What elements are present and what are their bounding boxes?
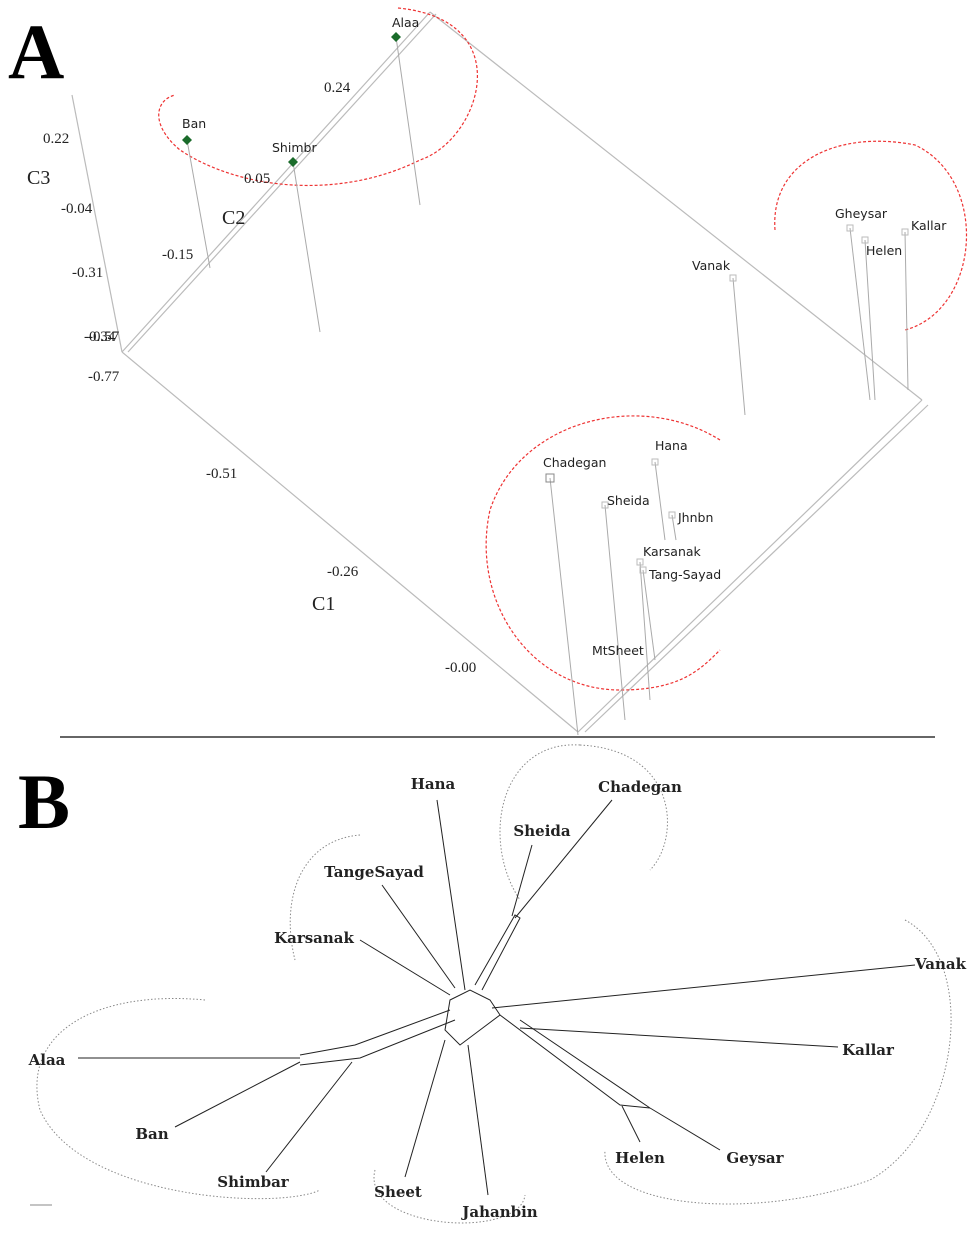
network-edge: [519, 1027, 839, 1048]
tick-label: 0.24: [324, 80, 351, 96]
network-edge: [511, 844, 533, 917]
point-marker: [391, 32, 401, 42]
drop-line: [671, 514, 677, 541]
drop-line: [732, 277, 746, 416]
drop-line: [395, 36, 421, 206]
tick-label: -0.57: [88, 329, 120, 345]
drop-line: [186, 139, 211, 269]
point-marker: [846, 224, 854, 232]
taxon-label: Geysar: [726, 1149, 784, 1167]
pcoa-box: [71, 11, 929, 733]
network-edge: [404, 1039, 446, 1178]
drop-line: [642, 569, 656, 661]
network-edge: [436, 799, 466, 991]
taxon-label: Vanak: [914, 955, 967, 973]
network-edge: [621, 1105, 641, 1143]
drop-line: [654, 461, 666, 541]
point-label: Sheida: [607, 493, 650, 508]
taxon-label: Sheet: [374, 1183, 422, 1201]
point-label: Karsanak: [643, 544, 702, 559]
drop-line: [864, 239, 876, 401]
taxon-label: Ban: [135, 1125, 168, 1143]
point-label: Jhnbn: [677, 510, 713, 525]
tick-label: -0.26: [327, 564, 359, 580]
point-label: MtSheet: [592, 643, 644, 658]
taxon-label: Chadegan: [598, 778, 682, 796]
drop-line: [292, 161, 321, 333]
point-label: Tang-Sayad: [648, 567, 721, 582]
point-marker: [601, 501, 609, 509]
point-marker: [861, 236, 869, 244]
panel-label: B: [18, 758, 70, 845]
point-label: Hana: [655, 438, 688, 453]
point-label: Gheysar: [835, 206, 888, 221]
point-marker: [729, 274, 737, 282]
network-edge: [381, 884, 456, 989]
point-marker: [545, 473, 555, 483]
network-edge: [359, 939, 451, 996]
tick-label: -0.77: [88, 369, 120, 385]
point-marker: [651, 458, 659, 466]
taxon-label: Hana: [411, 775, 456, 793]
drop-line: [904, 231, 909, 391]
panel-label: A: [8, 8, 64, 95]
drop-line: [604, 504, 626, 721]
tick-label: -0.51: [206, 466, 237, 482]
point-label: Alaa: [392, 15, 419, 30]
point-label: Helen: [866, 243, 902, 258]
taxon-label: Alaa: [28, 1051, 66, 1069]
point-label: Kallar: [911, 218, 947, 233]
tick-label: -0.15: [162, 247, 193, 263]
tick-label: -0.00: [445, 660, 476, 676]
axis-title: C3: [27, 167, 50, 189]
tick-label: 0.22: [43, 131, 69, 147]
point-label: Chadegan: [543, 455, 606, 470]
drop-line: [849, 227, 871, 401]
point-label: Shimbr: [272, 140, 317, 155]
point-marker: [182, 135, 192, 145]
network-edge: [467, 1044, 489, 1196]
taxon-label: Karsanak: [274, 929, 354, 947]
drop-line: [549, 477, 579, 736]
tick-label: -0.31: [72, 265, 103, 281]
axis-title: C2: [222, 207, 245, 229]
tick-label: -0.34: [84, 329, 116, 345]
taxon-label: Sheida: [513, 822, 570, 840]
taxon-label: Kallar: [842, 1041, 895, 1059]
point-label: Vanak: [692, 258, 731, 273]
network-arcs: [36, 744, 952, 1224]
network-edge: [491, 964, 916, 1009]
point-marker: [639, 566, 647, 574]
point-marker: [636, 558, 644, 566]
cluster-arcs: [158, 7, 967, 691]
tick-label: -0.04: [61, 201, 93, 217]
network-edge: [649, 1107, 721, 1151]
taxon-label: TangeSayad: [324, 863, 424, 881]
drop-line: [639, 561, 651, 701]
taxon-label: Helen: [615, 1149, 665, 1167]
axis-title: C1: [312, 593, 335, 615]
tick-label: 0.05: [244, 171, 270, 187]
point-marker: [668, 511, 676, 519]
taxon-label: Jahanbin: [460, 1203, 538, 1221]
network-edge: [265, 1061, 353, 1173]
point-label: Ban: [182, 116, 206, 131]
network-edge: [514, 799, 613, 919]
point-marker: [288, 157, 298, 167]
network-edge: [174, 1061, 301, 1128]
network-core: [299, 914, 651, 1109]
point-marker: [901, 228, 909, 236]
taxon-label: Shimbar: [217, 1173, 290, 1191]
